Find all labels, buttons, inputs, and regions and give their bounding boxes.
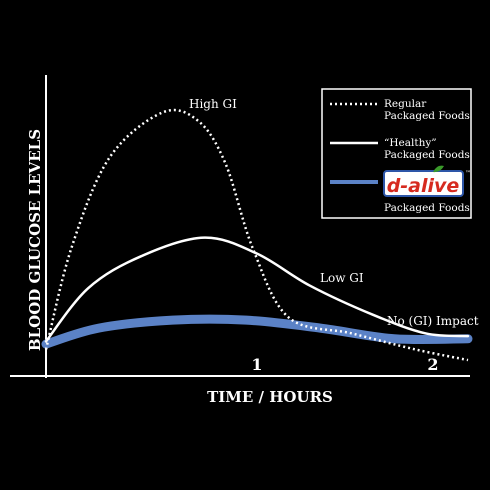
legend-label-healthy-1: “Healthy” — [384, 137, 437, 149]
x-axis-title: TIME / HOURS — [207, 388, 333, 406]
dalive-logo-text: d-alive — [387, 175, 460, 197]
leaf-icon — [433, 165, 444, 173]
y-axis-title: BLOOD GLUCOSE LEVELS — [26, 129, 44, 351]
series-dalive-band — [41, 314, 473, 349]
legend-label-regular-1: Regular — [384, 98, 427, 110]
dalive-logo: d-alive ™ — [383, 165, 471, 197]
legend-label-regular-2: Packaged Foods — [384, 110, 470, 122]
annotation-low-gi: Low GI — [320, 271, 364, 285]
annotation-high-gi: High GI — [189, 97, 237, 111]
legend: Regular Packaged Foods “Healthy” Package… — [321, 88, 472, 219]
series-regular-line — [44, 108, 469, 362]
annotation-no-gi-impact: No (GI) Impact — [387, 314, 479, 328]
legend-label-healthy-2: Packaged Foods — [384, 149, 470, 161]
x-tick-label-1: 1 — [251, 355, 262, 374]
x-tick-label-2: 2 — [427, 355, 438, 374]
legend-label-dalive: Packaged Foods — [384, 202, 470, 214]
trademark-symbol: ™ — [465, 170, 471, 177]
series-healthy-line — [44, 236, 470, 343]
